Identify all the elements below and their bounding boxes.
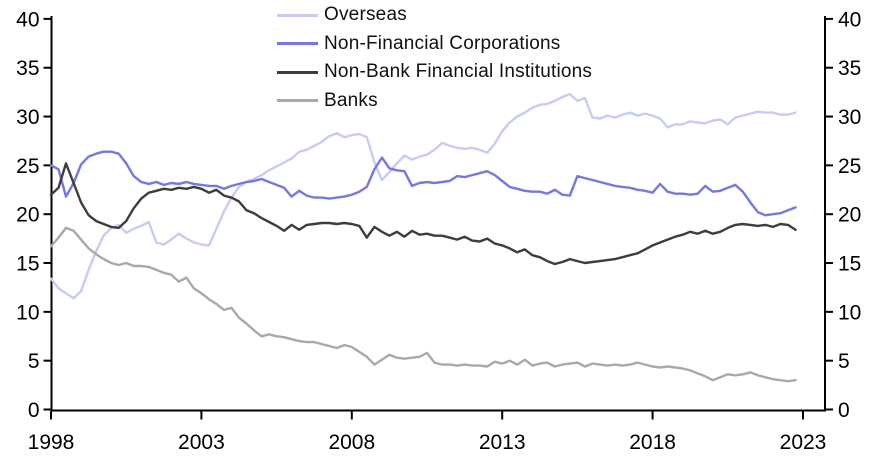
y-axis-tick-label-right: 25 xyxy=(838,155,861,178)
legend-item: Banks xyxy=(277,87,592,116)
y-axis-tick-label-right: 20 xyxy=(838,204,861,227)
y-axis-tick-label-left: 5 xyxy=(28,350,40,373)
y-axis-tick-label-left: 10 xyxy=(16,301,39,324)
y-axis-tick-label-left: 40 xyxy=(16,8,39,31)
legend-item: Overseas xyxy=(277,1,592,30)
legend-swatch-banks xyxy=(277,99,318,103)
y-axis-tick-label-right: 0 xyxy=(838,399,850,422)
legend-swatch-overseas xyxy=(277,13,318,17)
y-axis-tick-label-right: 5 xyxy=(838,350,850,373)
legend-item: Non-Financial Corporations xyxy=(277,30,592,59)
y-axis-tick-label-right: 40 xyxy=(838,8,861,31)
y-axis-tick-label-left: 20 xyxy=(16,204,39,227)
legend-label: Non-Bank Financial Institutions xyxy=(324,61,593,83)
y-axis-tick-label-right: 30 xyxy=(838,106,861,129)
y-axis-tick-label-left: 35 xyxy=(16,57,39,80)
legend-swatch-non-financial-corporations xyxy=(277,42,318,46)
y-axis-tick-label-left: 0 xyxy=(28,399,40,422)
legend-item: Non-Bank Financial Institutions xyxy=(277,58,592,87)
y-axis-tick-label-left: 15 xyxy=(16,253,39,276)
x-axis-tick-label: 2023 xyxy=(780,431,827,454)
series-line-non-financial-corporations xyxy=(49,150,797,217)
x-axis-tick-label: 1998 xyxy=(28,431,75,454)
series-line-non-bank-financial-institutions xyxy=(49,162,797,266)
y-axis-tick-label-right: 10 xyxy=(838,301,861,324)
series-line-overseas xyxy=(49,92,797,300)
legend: Overseas Non-Financial Corporations Non-… xyxy=(277,1,592,115)
y-axis-tick-label-left: 25 xyxy=(16,155,39,178)
y-axis-tick-label-right: 15 xyxy=(838,253,861,276)
x-axis-tick-label: 2013 xyxy=(479,431,526,454)
legend-swatch-non-bank-financial-institutions xyxy=(277,70,318,74)
y-axis-tick-label-right: 35 xyxy=(838,57,861,80)
legend-label: Non-Financial Corporations xyxy=(324,32,561,54)
x-axis-tick-label: 2008 xyxy=(328,431,375,454)
y-axis-tick-label-left: 30 xyxy=(16,106,39,129)
legend-label: Overseas xyxy=(324,4,407,26)
legend-label: Banks xyxy=(324,89,378,111)
x-axis-tick-label: 2003 xyxy=(178,431,225,454)
x-axis-tick-label: 2018 xyxy=(629,431,676,454)
series-line-banks xyxy=(49,226,797,383)
